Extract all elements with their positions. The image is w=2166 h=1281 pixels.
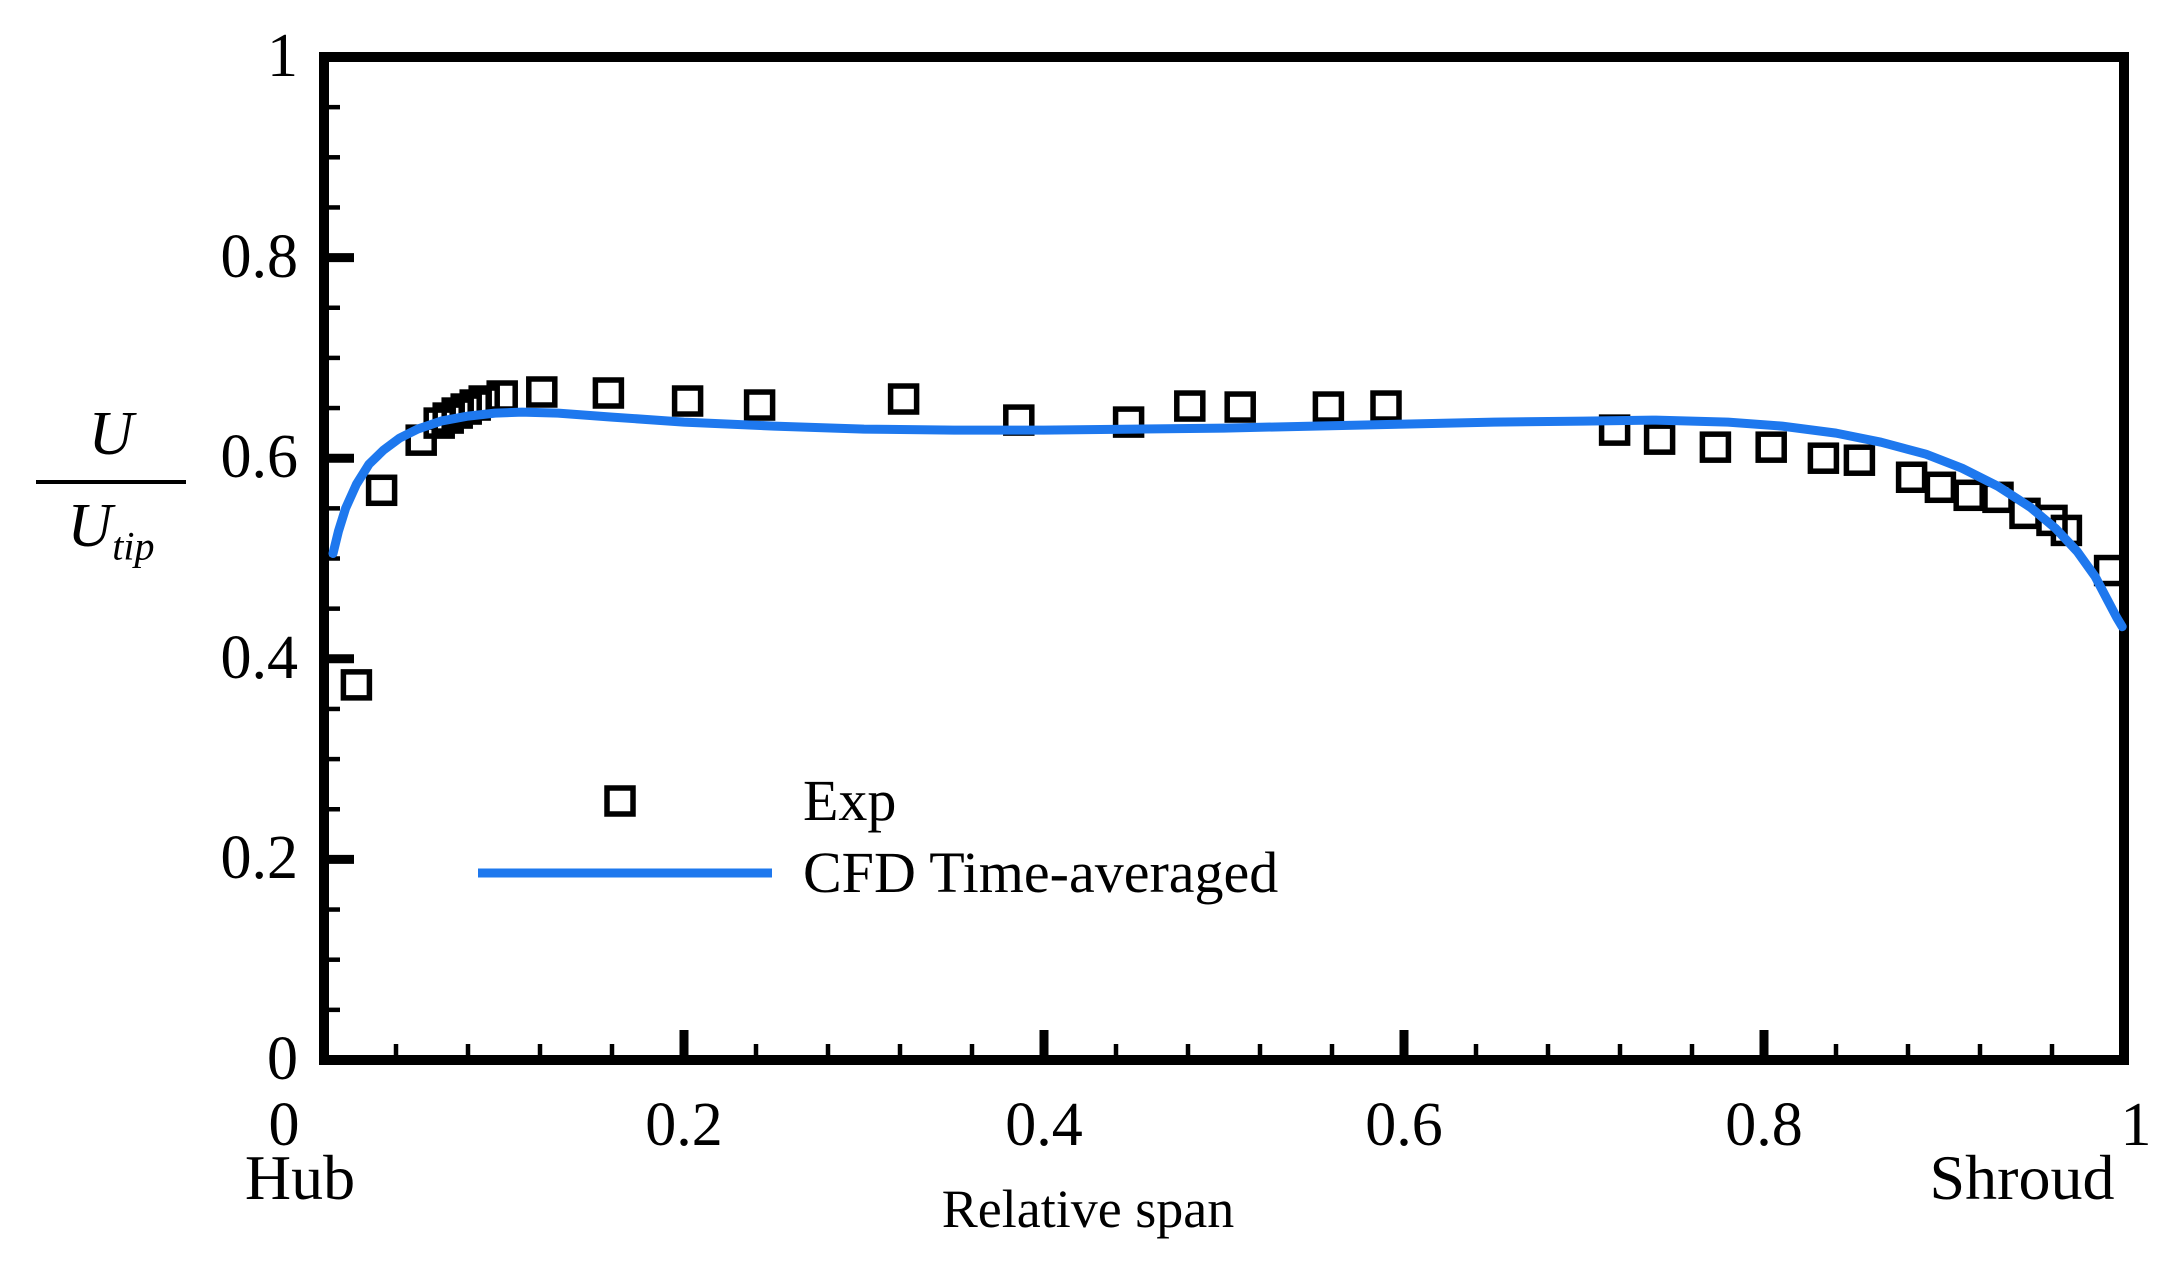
x-tick-label: 0.4: [1005, 1091, 1083, 1159]
y-axis-title: U Utip: [36, 400, 186, 569]
exp-marker: [743, 389, 776, 421]
exp-marker: [340, 669, 373, 701]
exp-marker: [365, 474, 398, 507]
exp-marker: [1224, 391, 1256, 423]
exp-marker: [450, 393, 482, 425]
exp-marker: [526, 376, 558, 408]
exp-marker: [1953, 479, 1985, 512]
y-tick-label: 0: [267, 1024, 298, 1093]
y-tick-label: 0.4: [220, 623, 299, 692]
exp-marker: [671, 385, 704, 417]
exp-marker: [1370, 390, 1402, 422]
exp-marker: [1112, 406, 1145, 438]
x-tick-label: 0.8: [1725, 1091, 1803, 1159]
exp-marker: [1895, 461, 1928, 494]
exp-marker: [1174, 390, 1206, 422]
x-tick-label: 1: [2120, 1091, 2152, 1159]
y-tick-label: 0.2: [220, 824, 299, 893]
exp-marker: [1843, 444, 1876, 476]
y-axis-title-denominator: Utip: [67, 492, 155, 569]
legend-label-cfd: CFD Time-averaged: [803, 840, 1279, 905]
cfd-line: [328, 407, 2127, 632]
exp-marker: [1807, 442, 1840, 474]
y-tick-label: 0.6: [220, 422, 299, 491]
exp-marker: [1643, 423, 1676, 455]
x-tick-label: 0: [268, 1091, 300, 1159]
x-tick-label: 0.2: [645, 1091, 723, 1159]
x-axis-annotation-shroud: Shroud: [1929, 1142, 2115, 1213]
y-axis-title-numerator: U: [36, 400, 186, 485]
exp-marker: [1312, 391, 1345, 423]
exp-marker: [887, 383, 920, 415]
exp-marker: [592, 377, 625, 409]
exp-marker: [1699, 431, 1732, 463]
y-tick-label: 1: [267, 21, 298, 90]
legend-exp-marker-swatch: [604, 785, 636, 817]
exp-marker: [1755, 431, 1787, 463]
exp-marker: [1924, 471, 1957, 504]
legend-label-exp: Exp: [803, 768, 897, 833]
y-tick-label: 0.8: [220, 222, 299, 291]
x-axis-annotation-hub: Hub: [244, 1142, 356, 1213]
exp-marker: [2093, 554, 2126, 587]
x-axis-title: Relative span: [941, 1179, 1235, 1239]
x-tick-label: 0.6: [1365, 1091, 1443, 1159]
plot-frame: [319, 52, 2129, 1065]
y-axis-title-subscript: tip: [112, 523, 155, 569]
